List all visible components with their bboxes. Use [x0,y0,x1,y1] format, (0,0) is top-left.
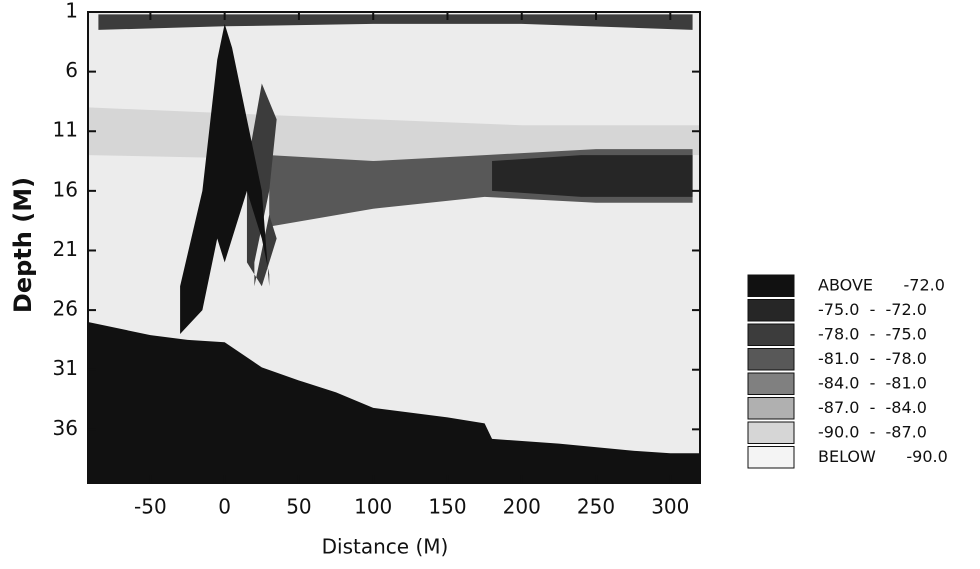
legend-swatch [747,299,795,322]
y-tick-label: 11 [53,118,78,142]
legend-label: -78.0 - -75.0 [818,324,927,343]
legend-swatch [747,372,795,395]
x-tick-label: -50 [134,495,167,519]
echo-region [98,14,693,30]
y-tick-label: 1 [65,0,78,23]
x-tick-label: 250 [577,495,615,519]
x-tick-label: 50 [286,495,311,519]
legend-label: -75.0 - -72.0 [818,300,927,319]
y-tick-label: 21 [53,237,78,261]
echo-region [180,23,270,334]
y-tick-label: 26 [53,297,78,321]
x-tick-label: 300 [651,495,689,519]
x-tick-label: 200 [503,495,541,519]
x-tick-label: 0 [218,495,231,519]
legend-label: -87.0 - -84.0 [818,398,927,417]
legend-swatch [747,323,795,346]
seabed [88,322,700,483]
legend-label: -90.0 - -87.0 [818,422,927,441]
echo-region [492,155,693,197]
legend-label: ABOVE -72.0 [818,275,945,294]
y-axis-label: Depth (M) [9,177,37,313]
y-tick-label: 16 [53,177,78,201]
legend-swatch [747,446,795,469]
legend-swatch [747,348,795,371]
y-tick-label: 36 [53,416,78,440]
legend-swatch [747,421,795,444]
y-tick-label: 31 [53,356,78,380]
echo-region [246,83,277,287]
legend-swatch [747,274,795,297]
legend-label: BELOW -90.0 [818,447,948,466]
x-tick-label: 100 [354,495,392,519]
x-tick-label: 150 [428,495,466,519]
plot-frame [87,11,701,484]
legend-label: -84.0 - -81.0 [818,373,927,392]
legend-label: -81.0 - -78.0 [818,349,927,368]
y-tick-label: 6 [65,58,78,82]
x-axis-label: Distance (M) [322,535,449,559]
legend-swatch [747,397,795,420]
